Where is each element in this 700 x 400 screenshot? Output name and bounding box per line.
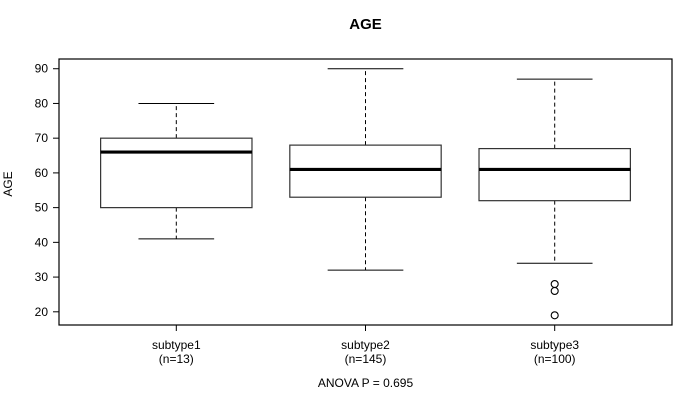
category-n-label: (n=100) xyxy=(534,352,576,366)
category-label: subtype1 xyxy=(152,338,201,352)
category-n-label: (n=13) xyxy=(159,352,194,366)
category-n-label: (n=145) xyxy=(345,352,387,366)
outlier-point xyxy=(550,279,559,289)
outlier-point xyxy=(550,286,559,296)
category-label: subtype2 xyxy=(341,338,390,352)
category-label: subtype3 xyxy=(530,338,579,352)
y-tick-label: 30 xyxy=(35,270,49,284)
iqr-box xyxy=(478,147,631,202)
y-tick-label: 70 xyxy=(35,131,49,145)
chart-title: AGE xyxy=(349,16,382,33)
outlier-point xyxy=(550,311,559,320)
iqr-box xyxy=(289,144,442,198)
y-tick-label: 90 xyxy=(35,62,49,76)
y-tick-label: 40 xyxy=(35,235,49,249)
iqr-box xyxy=(100,137,253,209)
y-tick-label: 60 xyxy=(35,166,49,180)
y-tick-label: 80 xyxy=(35,96,49,110)
y-tick-label: 20 xyxy=(35,305,49,319)
y-tick-label: 50 xyxy=(35,201,49,215)
anova-annotation: ANOVA P = 0.695 xyxy=(317,376,414,390)
